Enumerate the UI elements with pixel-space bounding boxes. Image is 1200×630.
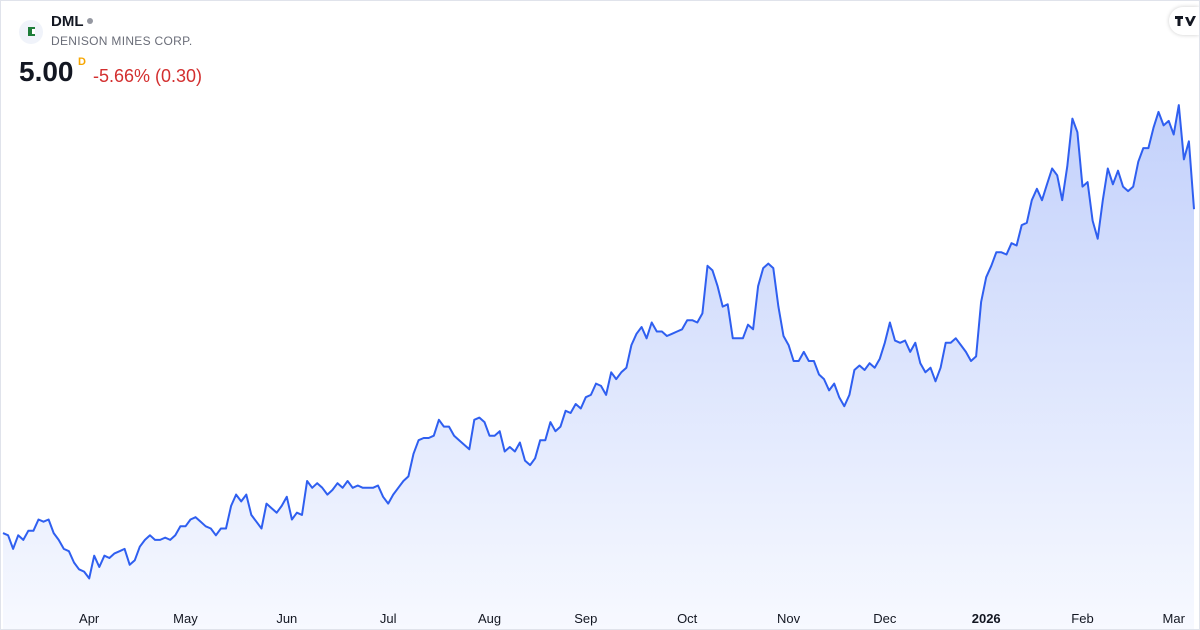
company-logo: [19, 20, 43, 44]
brand-logo[interactable]: [1169, 7, 1199, 35]
price-line: [2, 104, 1195, 580]
x-tick-label: Feb: [1071, 611, 1093, 626]
x-tick-label: Apr: [79, 611, 100, 626]
price-change: -5.66% (0.30): [93, 66, 203, 86]
company-name: DENISON MINES CORP.: [51, 34, 193, 48]
x-tick-label: Oct: [677, 611, 698, 626]
area-fill: [3, 105, 1194, 629]
price-flag: D: [78, 56, 86, 68]
x-tick-label: Jul: [380, 611, 397, 626]
x-tick-label: Jun: [276, 611, 297, 626]
x-tick-label: 2026: [972, 611, 1001, 626]
x-tick-label: Aug: [478, 611, 501, 626]
x-tick-label: Mar: [1163, 611, 1186, 626]
symbol: DML: [51, 13, 84, 30]
x-tick-label: Sep: [574, 611, 597, 626]
brand-icon: [1175, 16, 1196, 26]
status-dot: [87, 18, 93, 24]
price: 5.00: [19, 56, 74, 87]
x-tick-label: Dec: [873, 611, 897, 626]
x-tick-label: Nov: [777, 611, 801, 626]
x-tick-label: May: [173, 611, 198, 626]
